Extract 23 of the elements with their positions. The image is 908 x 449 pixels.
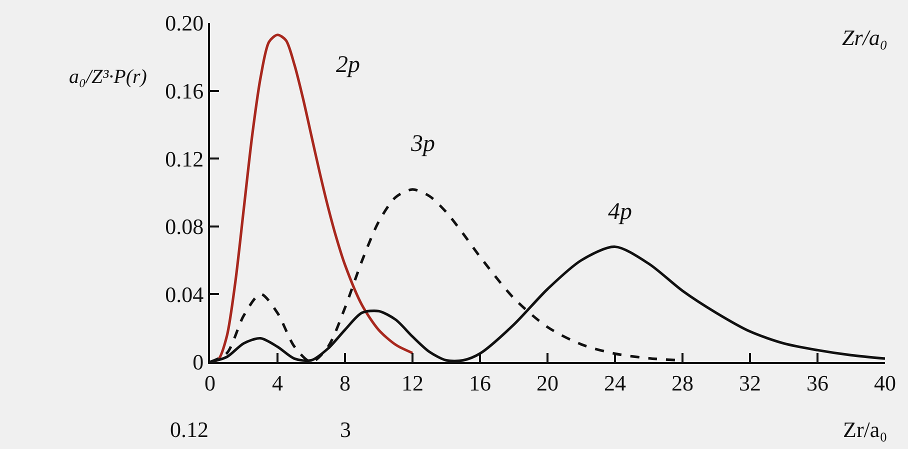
x-tick-label: 24	[604, 370, 626, 396]
x-tick-label: 36	[806, 370, 828, 396]
x-tick-label: 40	[874, 370, 896, 396]
text: Zr/a₀	[843, 417, 888, 442]
x-tick-label: 12	[402, 370, 424, 396]
y-tick-label: 0.08	[165, 214, 204, 240]
x-axis-title: Zr/a₀	[842, 25, 888, 50]
x-tick-label: 4	[272, 370, 283, 396]
text: 3	[340, 417, 351, 442]
y-tick-label: 0	[192, 350, 204, 375]
x-tick-label: 28	[672, 370, 694, 396]
x-tick-label: 20	[536, 370, 558, 396]
y-axis-title: a₀/Z³·P(r)	[69, 66, 148, 88]
series-label: 2p	[336, 52, 360, 78]
series-label: 4p	[608, 199, 632, 225]
y-tick-label: 0.04	[165, 282, 204, 307]
y-tick-label: 0.12	[165, 146, 204, 172]
y-tick-label: 0.16	[165, 78, 204, 104]
x-tick-label: 16	[469, 370, 491, 396]
series-label: 3p	[410, 131, 435, 157]
y-tick-label: 0.20	[165, 10, 204, 36]
x-tick-label: 32	[739, 370, 761, 396]
x-tick-label: 8	[340, 370, 350, 396]
